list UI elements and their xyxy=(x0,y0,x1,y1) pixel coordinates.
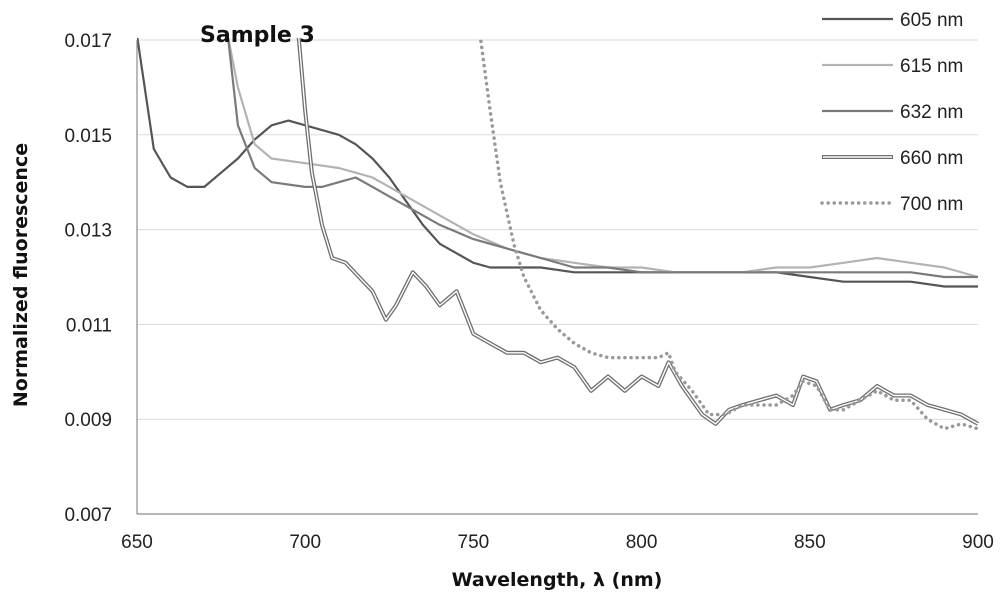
legend-label: 700 nm xyxy=(900,194,963,215)
x-tick-label: 800 xyxy=(626,532,658,553)
x-tick-label: 650 xyxy=(121,532,153,553)
series-line xyxy=(478,38,980,431)
x-tick-label: 700 xyxy=(289,532,321,553)
y-tick-label: 0.013 xyxy=(64,221,112,242)
chart-annotation: Sample 3 xyxy=(200,23,315,48)
y-tick-label: 0.007 xyxy=(64,505,112,526)
x-tick-label: 900 xyxy=(962,532,994,553)
legend-item-632-nm: 632 nm xyxy=(822,102,963,123)
series-group xyxy=(137,38,980,431)
legend: 605 nm 615 nm 632 nm 660 nm 700 nm xyxy=(820,10,963,215)
y-tick-label: 0.011 xyxy=(66,315,112,336)
legend-label: 660 nm xyxy=(900,148,963,169)
series-line xyxy=(226,38,978,279)
y-tick-labels: 0.007 0.009 0.011 0.013 0.015 0.017 xyxy=(64,31,112,526)
legend-label: 632 nm xyxy=(900,102,963,123)
legend-item-605-nm: 605 nm xyxy=(822,10,963,31)
series-line xyxy=(137,38,978,288)
y-tick-label: 0.017 xyxy=(64,31,112,52)
axes xyxy=(136,40,978,515)
x-tick-labels: 650 700 750 800 850 900 xyxy=(121,532,994,553)
series-line-inner xyxy=(298,38,979,425)
legend-item-660-nm: 660 nm xyxy=(822,148,963,169)
x-tick-label: 850 xyxy=(794,532,826,553)
x-tick-label: 750 xyxy=(458,532,490,553)
legend-label: 605 nm xyxy=(900,10,963,31)
y-axis-title: Normalized fluorescence xyxy=(10,143,32,407)
series-605-nm xyxy=(137,38,978,288)
y-tick-label: 0.015 xyxy=(64,126,112,147)
series-632-nm xyxy=(226,38,978,279)
series-700-nm xyxy=(478,38,980,431)
legend-item-615-nm: 615 nm xyxy=(822,56,963,77)
series-660-nm xyxy=(296,38,979,426)
legend-item-700-nm: 700 nm xyxy=(820,194,963,215)
y-tick-label: 0.009 xyxy=(64,410,112,431)
legend-label: 615 nm xyxy=(900,56,963,77)
x-axis-title: Wavelength, λ (nm) xyxy=(452,569,663,591)
